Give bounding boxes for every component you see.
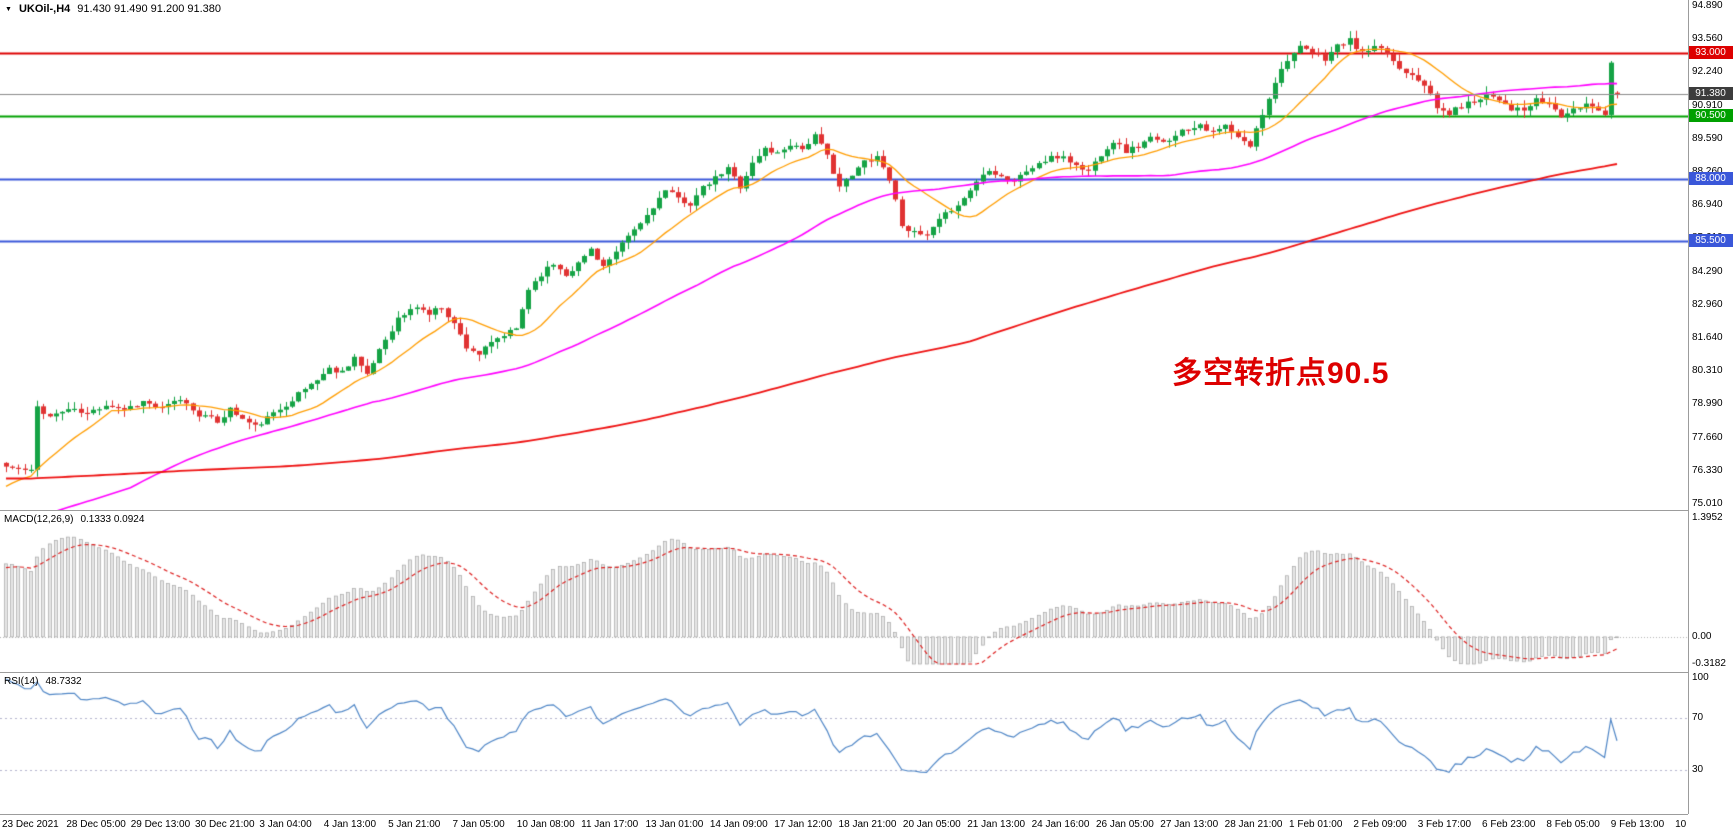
time-label: 29 Dec 13:00 bbox=[130, 819, 191, 830]
price-tick: 92.240 bbox=[1692, 66, 1723, 78]
price-tick: 88.260 bbox=[1692, 166, 1723, 178]
macd-values-label: 0.1333 0.0924 bbox=[80, 514, 145, 525]
time-label: 3 Feb 17:00 bbox=[1417, 819, 1472, 830]
scale-separator bbox=[1688, 0, 1689, 814]
rsi-label-line: RSI(14) 48.7332 bbox=[4, 676, 82, 687]
time-label: 3 Jan 04:00 bbox=[259, 819, 312, 830]
price-chart-canvas[interactable] bbox=[0, 0, 1688, 510]
price-tick: 77.660 bbox=[1692, 431, 1723, 443]
rsi-axis-label: 70 bbox=[1692, 711, 1704, 723]
time-scale[interactable]: 23 Dec 2021 28 Dec 05:00 29 Dec 13:00 30 De… bbox=[0, 814, 1733, 837]
price-tick: 84.290 bbox=[1692, 265, 1723, 277]
price-tick: 86.940 bbox=[1692, 199, 1723, 211]
pane-separator[interactable] bbox=[0, 814, 1733, 815]
price-tick: 89.590 bbox=[1692, 132, 1723, 144]
time-label: 14 Jan 09:00 bbox=[709, 819, 768, 830]
time-label: 28 Jan 21:00 bbox=[1224, 819, 1283, 830]
time-label: 11 Jan 17:00 bbox=[581, 819, 639, 830]
ohlc-values: 91.430 91.490 91.200 91.380 bbox=[77, 3, 222, 15]
chart-marker-icon: ▼ bbox=[5, 5, 12, 13]
price-tick: 76.330 bbox=[1692, 464, 1723, 476]
price-tick: 82.960 bbox=[1692, 298, 1723, 310]
time-label: 13 Jan 01:00 bbox=[645, 819, 704, 830]
rsi-name-label: RSI(14) bbox=[4, 676, 39, 687]
price-line-badge: 90.500 bbox=[1688, 108, 1733, 122]
time-label: 2 Feb 09:00 bbox=[1353, 819, 1407, 830]
pane-separator[interactable] bbox=[0, 672, 1733, 673]
time-label: 30 Dec 21:00 bbox=[195, 819, 255, 830]
time-label: 5 Jan 21:00 bbox=[388, 819, 441, 830]
macd-indicator-canvas[interactable] bbox=[0, 510, 1688, 672]
price-scale[interactable]: 94.890 93.560 92.240 90.910 89.590 88.260 86.9… bbox=[1688, 0, 1733, 837]
price-tick: 81.640 bbox=[1692, 332, 1723, 343]
time-label: 26 Jan 05:00 bbox=[1095, 819, 1154, 830]
macd-axis-label: 1.3952 bbox=[1692, 512, 1723, 523]
time-label: 20 Jan 05:00 bbox=[902, 819, 961, 830]
price-tick: 80.310 bbox=[1692, 365, 1723, 377]
pane-separator[interactable] bbox=[0, 510, 1733, 511]
rsi-axis-label: 100 bbox=[1692, 672, 1709, 683]
time-label: 21 Jan 13:00 bbox=[967, 819, 1026, 830]
price-tick: 78.990 bbox=[1692, 398, 1723, 410]
price-line-badge: 93.000 bbox=[1688, 46, 1733, 60]
chart-info-line: ▼ UKOil-,H4 91.430 91.490 91.200 91.380 bbox=[5, 3, 221, 15]
price-tick: 75.010 bbox=[1692, 498, 1723, 509]
time-label: 28 Dec 05:00 bbox=[66, 819, 126, 830]
time-label: 7 Jan 05:00 bbox=[452, 819, 505, 830]
symbol-period-label: UKOil-,H4 bbox=[18, 3, 71, 15]
time-label: 4 Jan 13:00 bbox=[323, 819, 377, 830]
time-label: 1 Feb 01:00 bbox=[1289, 819, 1343, 830]
macd-axis-label: -0.3182 bbox=[1692, 658, 1726, 669]
rsi-value-label: 48.7332 bbox=[45, 676, 82, 687]
time-label: 17 Jan 12:00 bbox=[774, 819, 833, 830]
price-line-badge: 85.500 bbox=[1688, 234, 1733, 248]
macd-name-label: MACD(12,26,9) bbox=[4, 514, 74, 525]
price-line-badge: 91.380 bbox=[1688, 86, 1733, 100]
annotation-text[interactable]: 多空转折点90.5 bbox=[1172, 357, 1390, 390]
price-tick: 93.560 bbox=[1692, 33, 1723, 45]
price-tick: 94.890 bbox=[1692, 0, 1723, 11]
macd-label-line: MACD(12,26,9) 0.1333 0.0924 bbox=[4, 514, 144, 525]
rsi-axis-label: 30 bbox=[1692, 764, 1704, 776]
time-label: 8 Feb 05:00 bbox=[1546, 819, 1600, 830]
time-label: 10 Jan 08:00 bbox=[516, 819, 575, 830]
time-label: 23 Dec 2021 bbox=[2, 819, 59, 830]
time-label: 18 Jan 21:00 bbox=[838, 819, 897, 830]
price-line-badge: 88.000 bbox=[1688, 171, 1733, 185]
price-tick: 90.910 bbox=[1692, 99, 1723, 111]
time-label: 9 Feb 13:00 bbox=[1610, 819, 1665, 830]
rsi-indicator-canvas[interactable] bbox=[0, 672, 1688, 814]
time-label: 6 Feb 23:00 bbox=[1482, 819, 1536, 830]
time-label: 27 Jan 13:00 bbox=[1160, 819, 1219, 830]
time-label: 24 Jan 16:00 bbox=[1031, 819, 1090, 830]
macd-axis-label: 0.00 bbox=[1692, 630, 1712, 642]
